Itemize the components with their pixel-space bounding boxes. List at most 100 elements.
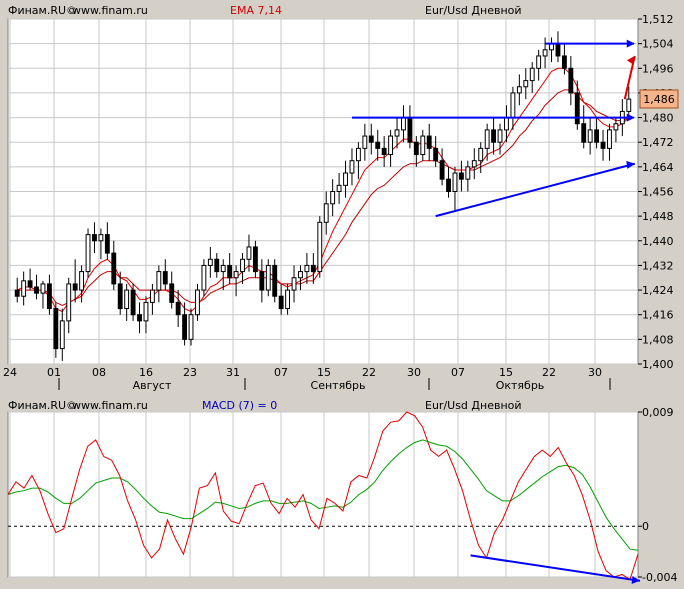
candle-body: [143, 301, 149, 322]
candle[interactable]: [310, 253, 316, 284]
candle-body: [349, 160, 355, 174]
candle[interactable]: [613, 117, 619, 143]
candle[interactable]: [536, 49, 542, 81]
candle[interactable]: [175, 290, 181, 328]
candle[interactable]: [72, 259, 78, 303]
macd-plot-area[interactable]: [7, 411, 639, 578]
candle[interactable]: [581, 105, 587, 149]
candle[interactable]: [272, 259, 278, 303]
candle[interactable]: [220, 259, 226, 291]
candle[interactable]: [362, 123, 368, 161]
candle[interactable]: [27, 268, 33, 291]
candle[interactable]: [66, 277, 72, 334]
candle[interactable]: [529, 62, 535, 93]
candle[interactable]: [227, 253, 233, 284]
candle[interactable]: [59, 308, 65, 361]
candle-body: [362, 135, 368, 149]
candle-body: [413, 141, 419, 156]
candle[interactable]: [368, 123, 374, 155]
candle[interactable]: [291, 265, 297, 303]
candle-body: [491, 129, 497, 143]
candle[interactable]: [85, 228, 91, 278]
candle[interactable]: [465, 160, 471, 192]
candle[interactable]: [349, 148, 355, 186]
candle[interactable]: [285, 283, 291, 315]
candle[interactable]: [214, 253, 220, 278]
candle[interactable]: [298, 265, 303, 291]
candle[interactable]: [542, 37, 548, 69]
candle[interactable]: [394, 117, 400, 149]
candle[interactable]: [265, 259, 271, 297]
candle[interactable]: [355, 142, 361, 180]
candle[interactable]: [137, 302, 142, 334]
candle[interactable]: [169, 271, 175, 309]
candle[interactable]: [201, 259, 207, 297]
candle[interactable]: [188, 308, 194, 346]
candle[interactable]: [375, 129, 381, 161]
candle[interactable]: [34, 274, 39, 300]
candle[interactable]: [336, 173, 342, 204]
candle[interactable]: [130, 283, 136, 321]
candle[interactable]: [317, 216, 323, 278]
candle[interactable]: [574, 80, 580, 130]
candle[interactable]: [587, 117, 593, 155]
candle-body: [355, 147, 361, 162]
candle[interactable]: [600, 129, 606, 161]
candle[interactable]: [246, 234, 252, 272]
candle[interactable]: [491, 117, 497, 155]
candle[interactable]: [323, 191, 329, 235]
candle-body: [439, 160, 445, 180]
candle[interactable]: [413, 136, 419, 167]
candle[interactable]: [156, 265, 162, 303]
candle[interactable]: [124, 283, 130, 321]
candle[interactable]: [252, 240, 258, 278]
candle[interactable]: [195, 283, 200, 321]
candle[interactable]: [484, 123, 490, 161]
candle[interactable]: [426, 123, 432, 161]
candle[interactable]: [40, 280, 46, 309]
candle-body: [401, 117, 406, 131]
candle[interactable]: [14, 277, 20, 303]
candle[interactable]: [561, 43, 567, 75]
candle[interactable]: [111, 240, 117, 291]
candle[interactable]: [259, 259, 265, 303]
candle[interactable]: [439, 148, 445, 186]
candle[interactable]: [233, 265, 239, 297]
candle[interactable]: [471, 148, 477, 180]
candle[interactable]: [433, 136, 439, 167]
candle[interactable]: [594, 117, 600, 149]
candle[interactable]: [117, 271, 123, 315]
candle[interactable]: [46, 274, 52, 315]
candle[interactable]: [21, 271, 27, 306]
candle[interactable]: [381, 136, 387, 167]
candle[interactable]: [568, 55, 574, 106]
candle[interactable]: [420, 129, 426, 161]
candle[interactable]: [497, 123, 503, 155]
candle[interactable]: [343, 160, 348, 198]
candle[interactable]: [162, 259, 168, 291]
price-y-tick-label: 1,424: [642, 284, 674, 297]
candle[interactable]: [478, 142, 484, 174]
candle[interactable]: [104, 222, 110, 260]
candle[interactable]: [149, 283, 155, 315]
candle[interactable]: [92, 222, 97, 254]
candle[interactable]: [516, 74, 522, 106]
candle[interactable]: [330, 179, 336, 217]
candle[interactable]: [452, 166, 458, 210]
candle[interactable]: [304, 253, 310, 284]
candle[interactable]: [446, 166, 451, 198]
candle[interactable]: [278, 283, 284, 315]
candle[interactable]: [626, 86, 632, 118]
candle-body: [137, 314, 142, 322]
candle[interactable]: [98, 228, 104, 260]
candle[interactable]: [79, 265, 85, 303]
candle[interactable]: [182, 302, 188, 346]
candle[interactable]: [388, 129, 394, 167]
candle[interactable]: [607, 123, 612, 161]
candle[interactable]: [143, 296, 149, 334]
candle[interactable]: [53, 302, 59, 358]
candle[interactable]: [240, 253, 245, 284]
candle[interactable]: [523, 68, 529, 100]
candle[interactable]: [458, 160, 464, 192]
candle[interactable]: [207, 246, 213, 278]
